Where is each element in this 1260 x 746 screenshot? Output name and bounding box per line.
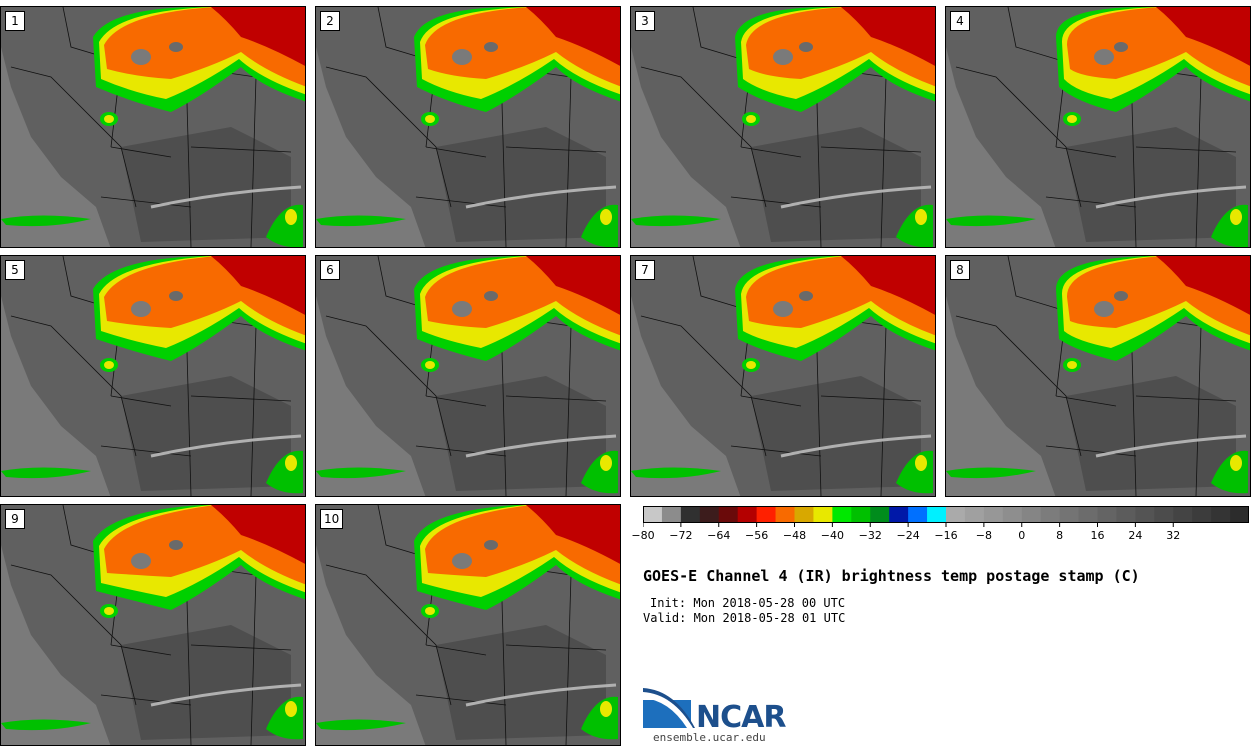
- ir-satellite-map: [316, 256, 620, 496]
- logo-wordmark: NCAR: [696, 700, 786, 735]
- colorbar-swatch: [643, 506, 663, 523]
- map-panel: 7: [630, 255, 936, 497]
- map-panel: 10: [315, 504, 621, 746]
- colorbar-tick-label: −8: [975, 529, 992, 542]
- colorbar-swatch: [1078, 506, 1098, 523]
- panel-number-label: 4: [950, 11, 970, 31]
- colorbar-swatch: [1173, 506, 1193, 523]
- map-panel: 3: [630, 6, 936, 248]
- ncar-logo-icon: [643, 688, 695, 728]
- map-panel: 6: [315, 255, 621, 497]
- colorbar-tick-label: −72: [669, 529, 693, 542]
- ir-satellite-map: [631, 7, 935, 247]
- colorbar-swatch: [832, 506, 852, 523]
- colorbar-tick-label: 8: [1056, 529, 1064, 542]
- colorbar-swatch: [870, 506, 890, 523]
- ir-satellite-map: [1, 505, 305, 745]
- figure-title: GOES-E Channel 4 (IR) brightness temp po…: [643, 567, 1140, 585]
- colorbar-swatch: [1059, 506, 1079, 523]
- ir-satellite-map: [946, 256, 1250, 496]
- init-time: Init: Mon 2018-05-28 00 UTC: [650, 596, 846, 610]
- colorbar-swatch: [851, 506, 871, 523]
- map-panel: 4: [945, 6, 1251, 248]
- colorbar-swatch: [946, 506, 966, 523]
- colorbar-tick-label: 16: [1090, 529, 1105, 542]
- colorbar-tick-label: −80: [631, 529, 655, 542]
- colorbar-swatch: [1192, 506, 1212, 523]
- colorbar-swatch: [964, 506, 985, 523]
- colorbar-swatch: [1021, 506, 1042, 523]
- ir-satellite-map: [1, 256, 305, 496]
- panel-number-label: 8: [950, 260, 970, 280]
- valid-time: Valid: Mon 2018-05-28 01 UTC: [643, 611, 846, 625]
- colorbar-tick-label: 0: [1018, 529, 1026, 542]
- colorbar-tick-label: −32: [858, 529, 882, 542]
- panel-number-label: 6: [320, 260, 340, 280]
- colorbar-tick-label: 32: [1166, 529, 1181, 542]
- colorbar-swatch: [1116, 506, 1136, 523]
- colorbar-swatch: [1211, 506, 1231, 523]
- panel-number-label: 7: [635, 260, 655, 280]
- colorbar-swatch: [1135, 506, 1155, 523]
- colorbar-swatch: [927, 506, 947, 523]
- colorbar-tick-label: 24: [1128, 529, 1143, 542]
- colorbar-swatch: [1097, 506, 1117, 523]
- map-panel: 5: [0, 255, 306, 497]
- colorbar-tick-label: −16: [934, 529, 958, 542]
- colorbar-swatch: [718, 506, 739, 523]
- colorbar-swatch: [1040, 506, 1061, 523]
- panel-number-label: 9: [5, 509, 25, 529]
- ir-satellite-map: [316, 7, 620, 247]
- colorbar-swatch: [1002, 506, 1023, 523]
- site-url: ensemble.ucar.edu: [653, 731, 766, 744]
- panel-number-label: 3: [635, 11, 655, 31]
- map-panel: 8: [945, 255, 1251, 497]
- colorbar-swatch: [889, 506, 909, 523]
- panel-number-label: 2: [320, 11, 340, 31]
- panel-number-label: 10: [320, 509, 344, 529]
- colorbar-swatch: [699, 506, 720, 523]
- colorbar-swatch: [813, 506, 833, 523]
- map-panel: 2: [315, 6, 621, 248]
- colorbar-swatch: [908, 506, 928, 523]
- colorbar-tick-label: −56: [745, 529, 769, 542]
- colorbar-swatch: [983, 506, 1004, 523]
- colorbar-tick-label: −64: [707, 529, 731, 542]
- colorbar-swatch: [680, 506, 701, 523]
- colorbar-swatch: [794, 506, 814, 523]
- ir-satellite-map: [1, 7, 305, 247]
- colorbar-swatch: [775, 506, 795, 523]
- colorbar-swatch: [737, 506, 758, 523]
- colorbar-tick-label: −40: [820, 529, 844, 542]
- colorbar-swatch: [661, 506, 682, 523]
- colorbar-tick-label: −48: [782, 529, 807, 542]
- panel-number-label: 1: [5, 11, 25, 31]
- ir-satellite-map: [946, 7, 1250, 247]
- map-panel: 9: [0, 504, 306, 746]
- map-panel: 1: [0, 6, 306, 248]
- ir-satellite-map: [631, 256, 935, 496]
- colorbar: [643, 506, 1249, 527]
- ir-satellite-map: [316, 505, 620, 745]
- panel-number-label: 5: [5, 260, 25, 280]
- colorbar-swatch: [756, 506, 776, 523]
- colorbar-tick-label: −24: [896, 529, 920, 542]
- colorbar-swatch: [1230, 506, 1249, 523]
- colorbar-swatch: [1154, 506, 1174, 523]
